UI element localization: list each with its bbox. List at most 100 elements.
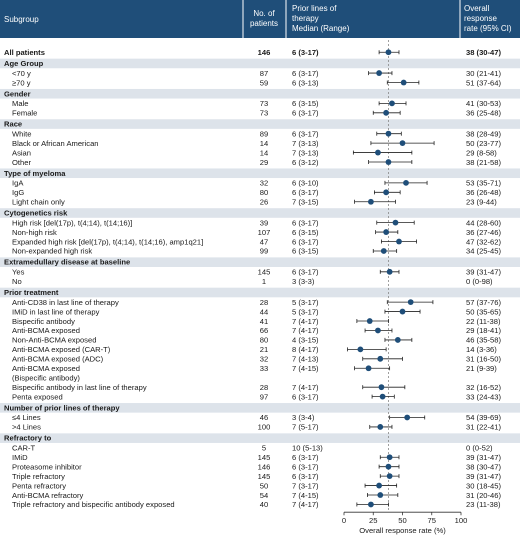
row-median-range: 5 (3-17) [292, 298, 319, 307]
x-tick-label: 100 [455, 516, 468, 525]
row-orr: 31 (16-50) [466, 355, 502, 364]
header-orr-line-3: rate (95% CI) [464, 24, 512, 33]
row-label: Anti-CD38 in last line of therapy [12, 298, 119, 307]
section-label: Prior treatment [4, 288, 59, 297]
row-label: Anti-BCMA exposed (CAR-T) [12, 345, 111, 354]
row-orr: 32 (16-52) [466, 383, 502, 392]
row-orr: 38 (30-47) [466, 48, 502, 57]
row-patients: 80 [260, 336, 268, 345]
estimate-point [383, 109, 390, 116]
section-label: Extramedullary disease at baseline [4, 258, 130, 267]
row-median-range: 7 (3-15) [292, 198, 319, 207]
section-label: Race [4, 120, 22, 129]
row-patients: 14 [260, 139, 268, 148]
section-band [0, 208, 520, 218]
row-label: White [12, 129, 31, 138]
row-median-range: 7 (3-13) [292, 139, 319, 148]
row-patients: 100 [258, 423, 271, 432]
row-label: Triple refractory and bispecific antibod… [12, 500, 175, 509]
row-label: Anti-BCMA refractory [12, 491, 84, 500]
row-orr: 0 (0-52) [466, 444, 493, 453]
row-patients: 41 [260, 317, 268, 326]
header-background [0, 0, 520, 38]
estimate-point [386, 473, 393, 480]
row-label: Penta exposed [12, 392, 63, 401]
section-band [0, 168, 520, 179]
row-label: High risk [del(17p), t(4;14), t(14;16)] [12, 218, 132, 227]
row-median-range: 3 (3-4) [292, 413, 315, 422]
row-patients: 107 [258, 228, 271, 237]
row-orr: 46 (35-58) [466, 336, 502, 345]
row-patients: 28 [260, 298, 268, 307]
row-label-continued: (Bispecific antibody) [12, 373, 80, 382]
estimate-point [377, 492, 384, 498]
row-median-range: 6 (3-17) [292, 129, 319, 138]
row-orr: 14 (3-36) [466, 345, 497, 354]
estimate-point [399, 140, 406, 147]
row-orr: 53 (35-71) [466, 179, 502, 188]
row-median-range: 7 (4-15) [292, 364, 319, 373]
row-patients: 32 [260, 355, 268, 364]
row-label: IgA [12, 179, 24, 188]
estimate-point [383, 229, 390, 235]
header-patients-line-1: No. of [253, 9, 275, 18]
estimate-point [407, 299, 414, 306]
row-orr: 39 (31-47) [466, 268, 502, 277]
estimate-point [379, 393, 386, 400]
row-label: Non-expanded high risk [12, 247, 92, 256]
header-orr-line-2: response [464, 14, 497, 23]
estimate-point [380, 248, 387, 254]
row-median-range: 6 (3-15) [292, 247, 319, 256]
row-orr: 57 (37-76) [466, 298, 502, 307]
row-median-range: 6 (3-17) [292, 218, 319, 227]
row-label: Non-high risk [12, 228, 57, 237]
row-patients: 54 [260, 491, 268, 500]
section-label: Number of prior lines of therapy [4, 403, 120, 412]
row-label: Triple refractory [12, 472, 65, 481]
row-label: Proteasome inhibitor [12, 462, 82, 471]
estimate-point [403, 179, 409, 186]
row-orr: 54 (39-69) [466, 413, 502, 422]
estimate-point [386, 454, 393, 461]
row-patients: 46 [260, 413, 268, 422]
estimate-point [377, 424, 384, 430]
row-orr: 39 (31-47) [466, 453, 502, 462]
row-patients: 29 [260, 158, 268, 167]
row-median-range: 6 (3-17) [292, 109, 319, 118]
row-label: IMiD [12, 453, 28, 462]
section-band [0, 119, 520, 129]
header-subgroup: Subgroup [4, 15, 39, 24]
row-orr: 31 (22-41) [466, 423, 502, 432]
row-orr: 38 (28-49) [466, 129, 502, 138]
section-band [0, 403, 520, 413]
row-label: Bispecific antibody in last line of ther… [12, 383, 147, 392]
row-orr: 47 (32-62) [466, 237, 502, 246]
section-label: Type of myeloma [4, 169, 66, 178]
row-label: Asian [12, 148, 31, 157]
estimate-point [383, 189, 390, 196]
row-label: No [12, 277, 22, 286]
row-median-range: 7 (3-17) [292, 481, 319, 490]
estimate-point [365, 365, 372, 372]
row-patients: 33 [260, 364, 268, 373]
row-median-range: 7 (4-15) [292, 491, 319, 500]
row-orr: 51 (37-64) [466, 78, 502, 87]
row-median-range: 7 (5-17) [292, 423, 319, 432]
row-median-range: 6 (3-15) [292, 99, 319, 108]
x-tick-label: 50 [398, 516, 406, 525]
row-median-range: 6 (3-17) [292, 392, 319, 401]
section-label: Age Group [4, 59, 44, 68]
row-label: ≥70 y [12, 78, 31, 87]
row-label: CAR-T [12, 444, 36, 453]
row-patients: 28 [260, 383, 268, 392]
row-patients: 39 [260, 218, 268, 227]
estimate-point [375, 149, 381, 156]
row-patients: 145 [258, 472, 271, 481]
row-patients: 73 [260, 109, 268, 118]
header-therapy-line-1: Prior lines of [292, 4, 337, 13]
row-median-range: 6 (3-17) [292, 462, 319, 471]
row-orr: 38 (21-58) [466, 158, 502, 167]
estimate-point [378, 384, 385, 391]
section-band [0, 88, 520, 99]
row-median-range: 6 (3-17) [292, 453, 319, 462]
